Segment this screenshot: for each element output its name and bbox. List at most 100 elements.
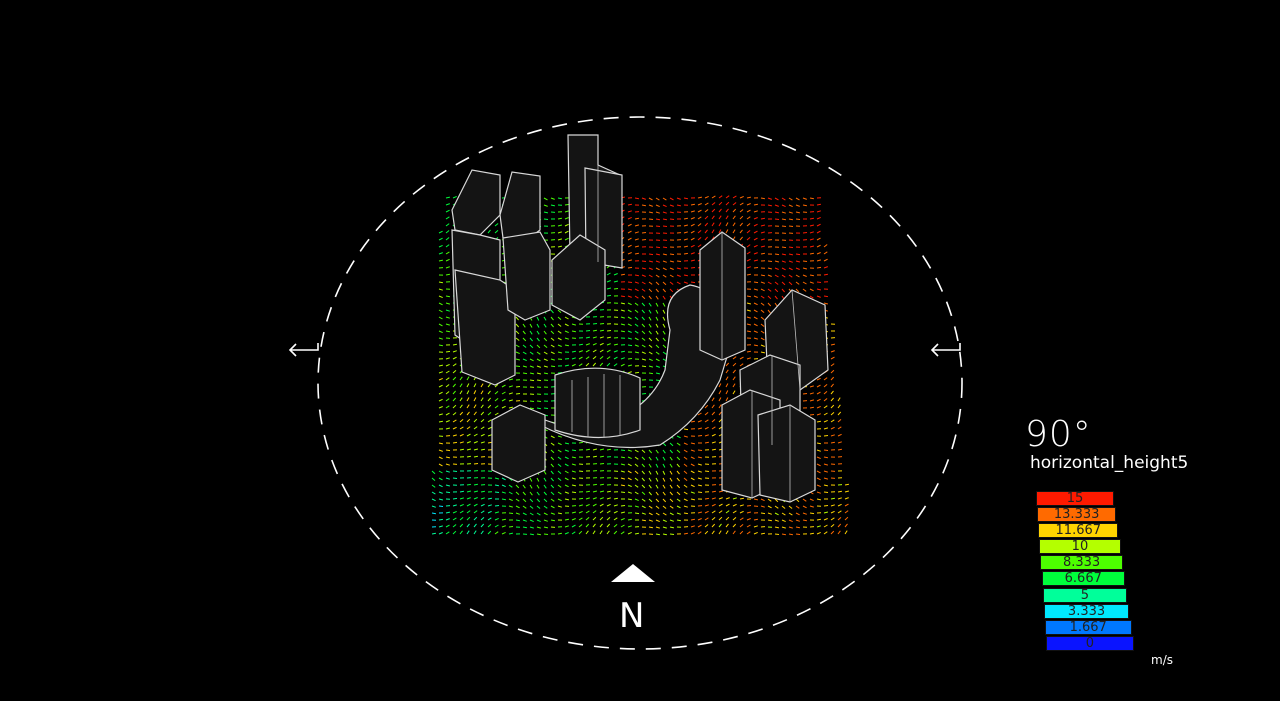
rotate-right-icon[interactable] — [930, 343, 961, 357]
wind-vector — [557, 491, 562, 495]
wind-vector — [459, 419, 464, 423]
wind-vector — [431, 491, 436, 495]
wind-vector — [655, 211, 660, 214]
wind-vector — [767, 519, 773, 522]
wind-vector — [529, 519, 534, 523]
wind-vector — [557, 498, 562, 502]
wind-vector — [466, 510, 471, 514]
wind-vector — [557, 238, 563, 241]
wind-vector — [662, 246, 668, 249]
wind-vector — [536, 505, 541, 509]
wind-vector — [753, 237, 758, 241]
wind-vector — [641, 204, 647, 207]
wind-vector — [809, 295, 814, 299]
wind-vector — [711, 222, 715, 227]
wind-vector — [599, 455, 604, 458]
wind-vector — [774, 211, 780, 214]
wind-vector — [809, 406, 815, 409]
wind-vector — [557, 470, 562, 474]
wind-vector — [690, 477, 695, 481]
wind-vector — [627, 358, 633, 360]
wind-vector — [704, 215, 709, 220]
wind-vector — [781, 197, 786, 201]
rotate-left-icon[interactable] — [288, 343, 319, 357]
wind-vector — [669, 505, 674, 509]
wind-vector — [459, 404, 463, 409]
wind-vector — [522, 372, 528, 375]
wind-vector — [466, 397, 470, 402]
wind-vector — [774, 260, 780, 263]
wind-vector — [466, 523, 470, 528]
wind-vector — [816, 223, 821, 227]
wind-vector — [669, 218, 675, 220]
wind-vector — [571, 323, 577, 326]
wind-vector — [669, 288, 674, 293]
wind-vector — [690, 463, 695, 467]
wind-vector — [536, 323, 540, 328]
wind-vector — [662, 456, 666, 461]
wind-vector — [655, 330, 659, 335]
wind-vector — [809, 498, 814, 502]
wind-vector — [599, 497, 604, 500]
wind-vector — [627, 244, 632, 248]
wind-vector — [641, 449, 646, 453]
wind-vector — [683, 217, 688, 220]
wind-vector — [662, 512, 667, 516]
wind-vector — [438, 498, 444, 501]
wind-vector — [445, 216, 450, 220]
wind-vector — [487, 434, 492, 437]
wind-vector — [844, 483, 849, 486]
wind-vector — [823, 244, 828, 248]
wind-vector — [494, 517, 499, 521]
wind-vector — [515, 393, 521, 395]
wind-vector — [837, 404, 841, 409]
wind-vector — [648, 260, 654, 263]
wind-vector — [445, 223, 450, 227]
wind-vector — [536, 533, 542, 536]
wind-vector — [683, 274, 689, 277]
wind-vector — [445, 251, 450, 255]
wind-vector — [683, 197, 688, 200]
wind-vector — [438, 442, 444, 445]
wind-vector — [606, 280, 611, 283]
wind-vector — [634, 274, 640, 277]
wind-vector — [746, 302, 752, 305]
wind-vector — [690, 230, 695, 234]
wind-vector — [550, 498, 555, 502]
wind-vector — [837, 490, 842, 493]
wind-vector — [753, 281, 759, 284]
wind-vector — [571, 357, 576, 360]
wind-vector — [438, 344, 444, 347]
wind-vector — [809, 217, 815, 220]
wind-vector — [802, 281, 807, 285]
wind-vector — [648, 456, 652, 461]
wind-vector — [627, 337, 632, 340]
wind-vector — [767, 281, 772, 285]
wind-vector — [725, 516, 730, 521]
wind-vector — [557, 197, 562, 200]
wind-vector — [445, 266, 450, 269]
wind-vector — [676, 463, 680, 468]
wind-vector — [669, 533, 675, 535]
wind-vector — [830, 441, 835, 444]
wind-vector — [634, 309, 639, 313]
wind-vector — [648, 519, 653, 522]
wind-vector — [550, 337, 555, 341]
wind-vector — [529, 330, 533, 335]
wind-vector — [508, 512, 514, 514]
wind-vector — [452, 390, 456, 395]
wind-vector — [606, 517, 611, 521]
wind-vector — [816, 210, 821, 213]
wind-vector — [655, 498, 660, 503]
wind-vector — [459, 523, 464, 528]
wind-vector — [536, 337, 540, 342]
wind-vector — [781, 267, 786, 271]
legend-row: 5 — [1036, 587, 1150, 604]
wind-vector — [697, 477, 702, 480]
wind-vector — [585, 448, 590, 451]
wind-vector — [627, 281, 633, 283]
wind-vector — [788, 512, 793, 516]
wind-vector — [466, 390, 470, 395]
wind-vector — [760, 498, 765, 502]
north-arrow-icon[interactable] — [611, 564, 655, 582]
